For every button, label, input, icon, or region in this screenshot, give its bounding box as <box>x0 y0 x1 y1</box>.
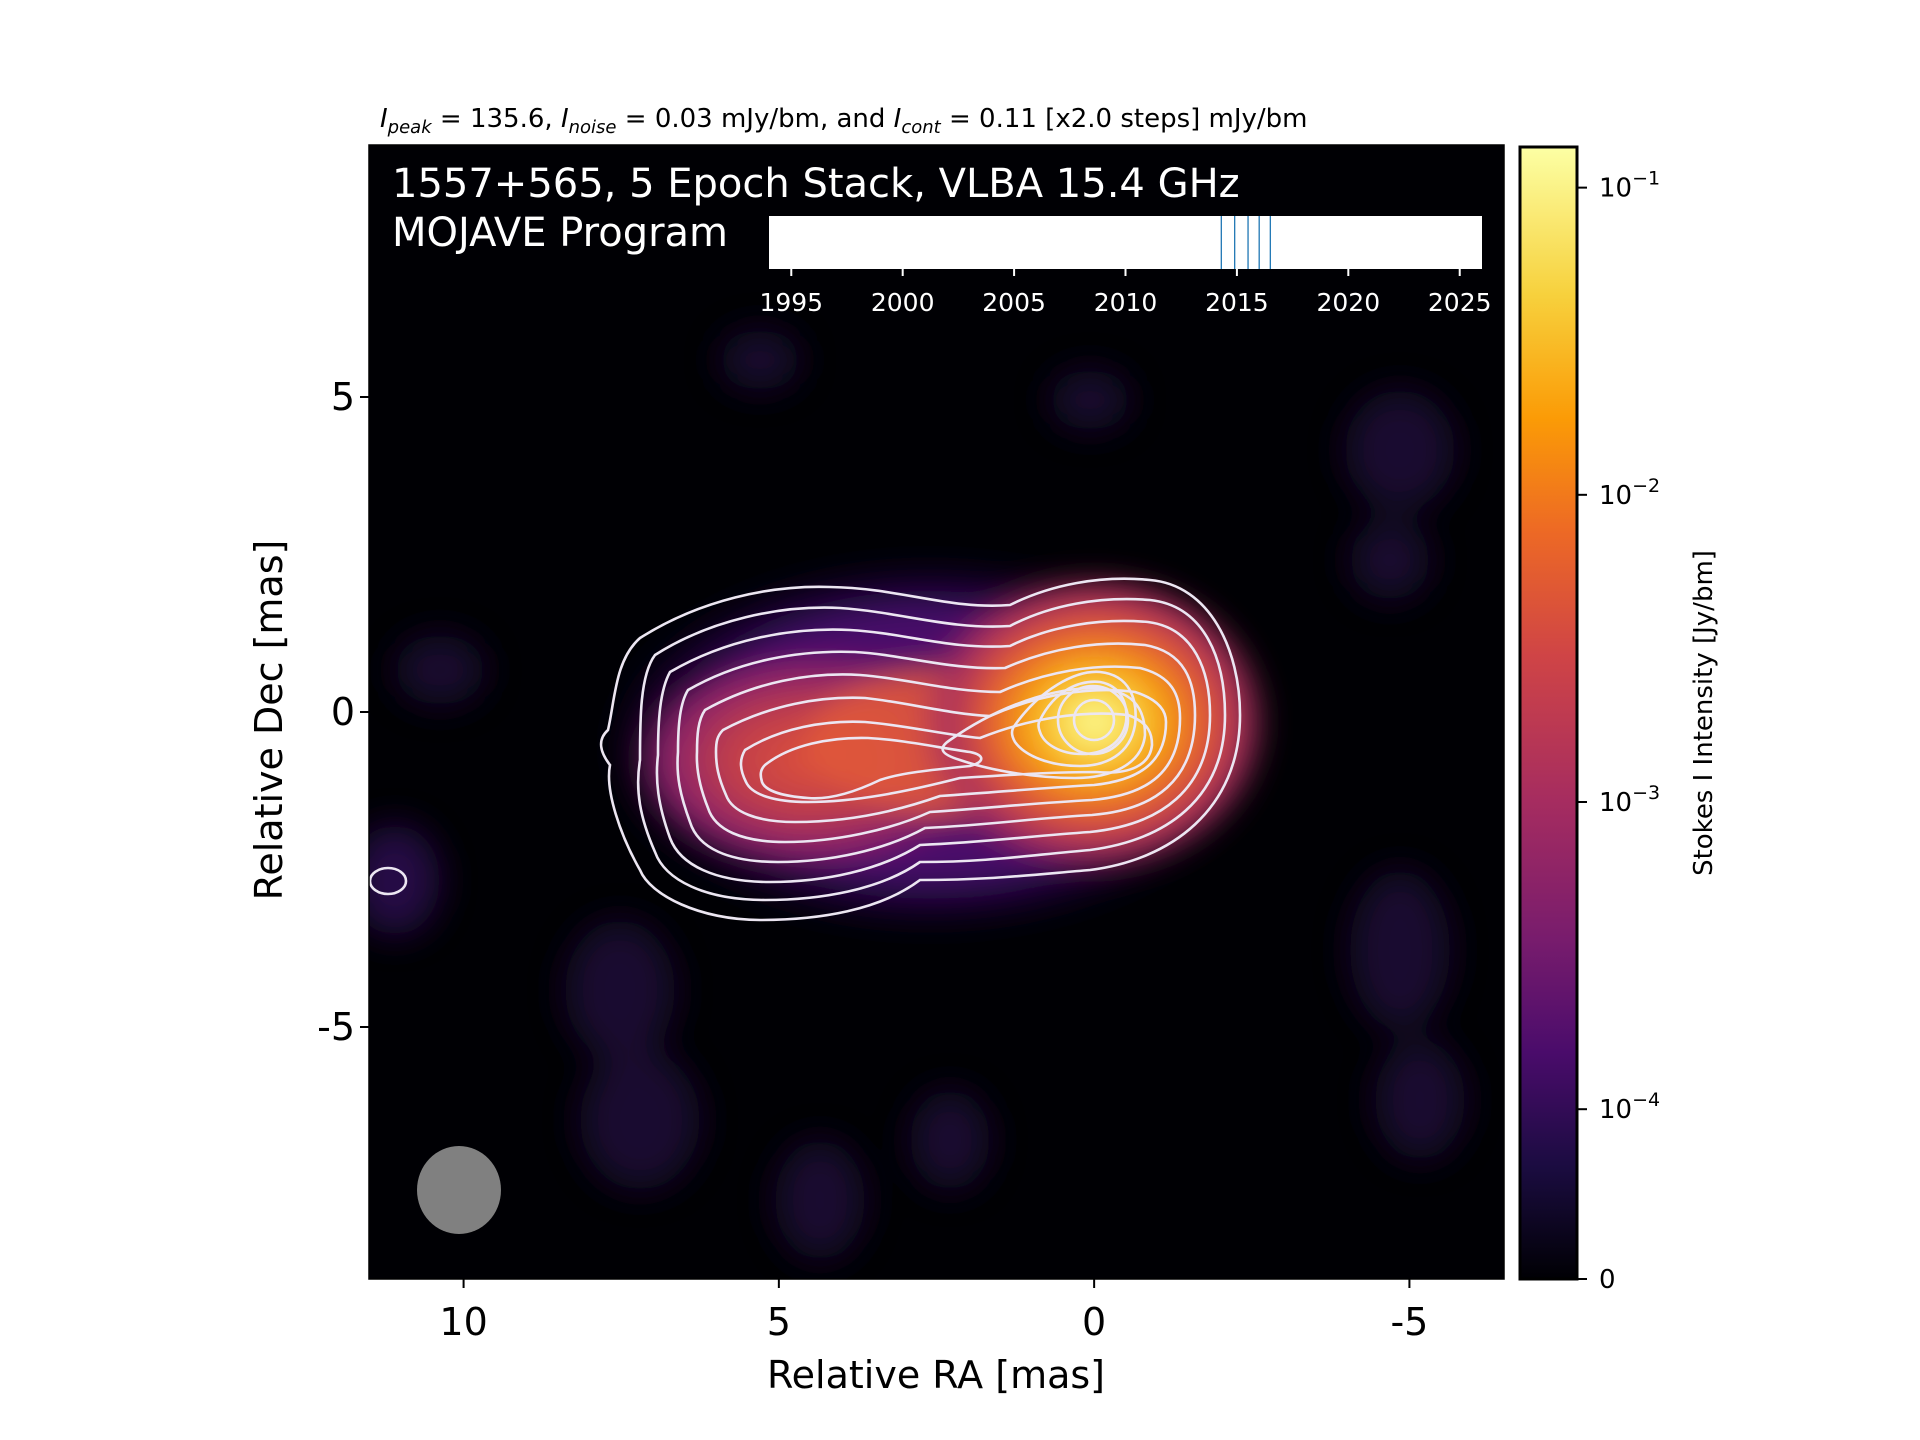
colorbar-tick-label: 0 <box>1599 1265 1616 1295</box>
y-axis-label: Relative Dec [mas] <box>247 540 291 901</box>
core-glow <box>920 572 1270 872</box>
timeline-tick-label: 2015 <box>1205 288 1269 317</box>
x-axis-label: Relative RA [mas] <box>767 1353 1105 1397</box>
x-tick-label: -5 <box>1390 1300 1428 1344</box>
contour-0 <box>599 577 1242 922</box>
panel-subtitle: MOJAVE Program <box>392 210 728 256</box>
colorbar-ticks: 0 10−4 10−3 10−2 10−1 <box>1577 168 1660 1295</box>
contours <box>369 577 1242 922</box>
timeline-tick-label: 2000 <box>871 288 935 317</box>
colorbar-label: Stokes I Intensity [Jy/bm] <box>1689 550 1719 876</box>
isolated-contour <box>369 866 408 896</box>
timeline-tick-label: 2025 <box>1428 288 1492 317</box>
x-tick-label: 5 <box>767 1300 791 1344</box>
colorbar-tick-label: 10−2 <box>1599 475 1660 511</box>
timeline-tick-label: 2005 <box>982 288 1046 317</box>
panel-title: 1557+565, 5 Epoch Stack, VLBA 15.4 GHz <box>392 161 1240 207</box>
y-tick-label: 0 <box>331 690 355 734</box>
timeline-epochs <box>1220 216 1271 269</box>
chart-header: Ipeak = 135.6, Inoise = 0.03 mJy/bm, and… <box>380 104 1308 138</box>
noise-blobs <box>369 330 1465 1260</box>
y-axis: 5 0 -5 <box>317 375 369 1049</box>
colorbar-tick-label: 10−3 <box>1599 782 1660 818</box>
y-tick-label: 5 <box>331 375 355 419</box>
image-panel: 1557+565, 5 Epoch Stack, VLBA 15.4 GHz M… <box>368 144 1505 1280</box>
timeline-tick-label: 2010 <box>1094 288 1158 317</box>
beam-ellipse <box>417 1146 501 1234</box>
colorbar-tick-label: 10−4 <box>1599 1089 1660 1125</box>
timeline-tick-label: 1995 <box>759 288 823 317</box>
timeline-tick-label: 2020 <box>1317 288 1381 317</box>
colorbar-tick-label: 10−1 <box>1599 168 1660 204</box>
x-tick-label: 10 <box>439 1300 487 1344</box>
epoch-timeline: 1995 2000 2005 2010 2015 2020 2025 <box>759 216 1492 317</box>
x-axis: 10 5 0 -5 <box>439 1279 1428 1344</box>
colorbar-ramp <box>1518 145 1579 1281</box>
colorbar: 0 10−4 10−3 10−2 10−1 Stokes I Intensity [Jy… <box>1518 145 1719 1295</box>
timeline-box <box>769 216 1482 269</box>
timeline-ticks: 1995 2000 2005 2010 2015 2020 2025 <box>759 269 1492 317</box>
y-tick-label: -5 <box>317 1005 355 1049</box>
x-tick-label: 0 <box>1082 1300 1106 1344</box>
